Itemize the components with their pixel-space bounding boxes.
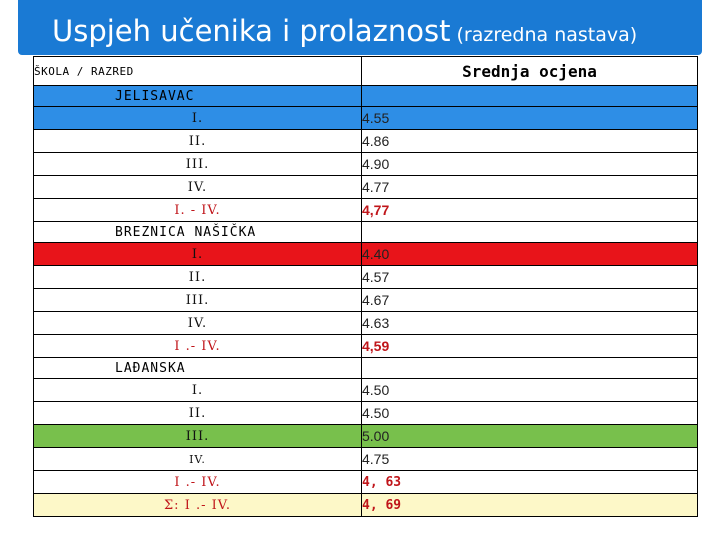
grade-value: 4.67 bbox=[361, 288, 698, 312]
total-label: I .- IV. bbox=[33, 334, 362, 358]
title-sub: (razredna nastava) bbox=[456, 24, 638, 46]
table-row: I. 4.50 bbox=[33, 378, 698, 402]
table-row: II. 4.57 bbox=[33, 265, 698, 289]
grand-total-row: Σ: I .- IV. 4, 69 bbox=[33, 493, 698, 517]
slide-title: Uspjeh učenika i prolaznost (razredna nas… bbox=[52, 14, 637, 48]
slide-header bbox=[18, 0, 702, 55]
table-row: I. 4.55 bbox=[33, 106, 698, 130]
table-row: IV. 4.63 bbox=[33, 311, 698, 335]
grade-label: II. bbox=[33, 129, 362, 153]
total-value: 4,77 bbox=[361, 198, 698, 222]
table-row: IV. 4.77 bbox=[33, 175, 698, 199]
table-row: II. 4.50 bbox=[33, 401, 698, 425]
grade-value: 4.77 bbox=[361, 175, 698, 199]
grade-value: 4.86 bbox=[361, 129, 698, 153]
grade-label: I. bbox=[33, 378, 362, 402]
grand-total-value: 4, 69 bbox=[361, 493, 698, 517]
school-value-empty bbox=[361, 221, 698, 243]
table-row-total: I. - IV. 4,77 bbox=[33, 198, 698, 222]
grade-value: 4.57 bbox=[361, 265, 698, 289]
school-value-empty bbox=[361, 357, 698, 379]
table-header-row: ŠKOLA / RAZRED Srednja ocjena bbox=[33, 56, 698, 86]
column-header-school: ŠKOLA / RAZRED bbox=[33, 56, 362, 86]
total-value: 4,59 bbox=[361, 334, 698, 358]
table-row: III. 4.67 bbox=[33, 288, 698, 312]
total-value: 4, 63 bbox=[361, 470, 698, 494]
table-row: I. 4.40 bbox=[33, 242, 698, 266]
grade-label: I. bbox=[33, 106, 362, 130]
school-row: JELISAVAC bbox=[33, 85, 698, 107]
title-main: Uspjeh učenika i prolaznost bbox=[52, 14, 451, 48]
grade-value: 4.75 bbox=[361, 447, 698, 471]
table-row: III. 5.00 bbox=[33, 424, 698, 448]
grade-label: IV. bbox=[33, 447, 362, 471]
grade-label: III. bbox=[33, 424, 362, 448]
table-row: II. 4.86 bbox=[33, 129, 698, 153]
grade-value: 4.50 bbox=[361, 401, 698, 425]
table-row-total: I .- IV. 4,59 bbox=[33, 334, 698, 358]
school-row: BREZNICA NAŠIČKA bbox=[33, 221, 698, 243]
grade-label: II. bbox=[33, 265, 362, 289]
table-row: III. 4.90 bbox=[33, 152, 698, 176]
grade-label: III. bbox=[33, 152, 362, 176]
school-name: BREZNICA NAŠIČKA bbox=[33, 221, 362, 243]
grand-total-label: Σ: I .- IV. bbox=[33, 493, 362, 517]
total-label: I. - IV. bbox=[33, 198, 362, 222]
table-row-total: I .- IV. 4, 63 bbox=[33, 470, 698, 494]
grades-table: ŠKOLA / RAZRED Srednja ocjena JELISAVAC … bbox=[33, 56, 698, 517]
grade-label: III. bbox=[33, 288, 362, 312]
school-row: LAĐANSKA bbox=[33, 357, 698, 379]
school-value-empty bbox=[361, 85, 698, 107]
school-name: JELISAVAC bbox=[33, 85, 362, 107]
table-row: IV. 4.75 bbox=[33, 447, 698, 471]
total-label: I .- IV. bbox=[33, 470, 362, 494]
grade-value: 4.55 bbox=[361, 106, 698, 130]
grade-label: I. bbox=[33, 242, 362, 266]
grade-value: 4.40 bbox=[361, 242, 698, 266]
grade-label: IV. bbox=[33, 311, 362, 335]
school-name: LAĐANSKA bbox=[33, 357, 362, 379]
column-header-grade: Srednja ocjena bbox=[361, 56, 698, 86]
grade-value: 4.63 bbox=[361, 311, 698, 335]
grade-label: II. bbox=[33, 401, 362, 425]
grade-value: 5.00 bbox=[361, 424, 698, 448]
grade-label: IV. bbox=[33, 175, 362, 199]
grade-value: 4.50 bbox=[361, 378, 698, 402]
grade-value: 4.90 bbox=[361, 152, 698, 176]
